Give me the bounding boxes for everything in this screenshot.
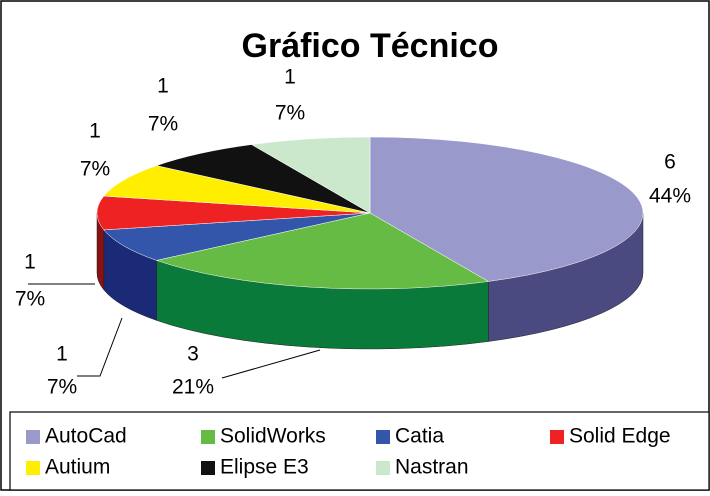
pie-slice (250, 136, 371, 214)
legend-label: Catia (395, 425, 444, 448)
legend-swatch (201, 461, 215, 475)
legend-swatch (376, 430, 390, 444)
pie-slice (103, 165, 371, 214)
pie-slice (155, 212, 490, 290)
data-label-percent: 44% (649, 185, 691, 208)
data-label: 1 (89, 120, 101, 143)
pie-slice (369, 136, 644, 282)
data-label-percent: 21% (172, 376, 214, 399)
data-label-percent: 7% (47, 376, 77, 399)
legend-label: AutoCad (45, 425, 127, 448)
data-label: 1 (284, 66, 296, 89)
legend-box (9, 411, 710, 491)
data-label: 1 (24, 251, 36, 274)
legend-label: Elipse E3 (220, 456, 309, 479)
legend-label: Nastran (395, 456, 469, 479)
legend-label: Autium (45, 456, 110, 479)
data-label: 3 (187, 343, 199, 366)
legend-label: SolidWorks (220, 425, 326, 448)
pie-slice (103, 212, 371, 261)
leader-line (77, 317, 123, 377)
data-label-percent: 7% (275, 102, 305, 125)
pie-slice (96, 195, 371, 231)
legend-swatch (26, 461, 40, 475)
leader-line (221, 349, 321, 379)
data-label-percent: 7% (148, 113, 178, 136)
data-label: 1 (157, 75, 169, 98)
data-label-percent: 7% (80, 158, 110, 181)
legend-swatch (201, 430, 215, 444)
data-label: 6 (664, 151, 676, 174)
pie-slice (155, 144, 371, 214)
data-label: 1 (56, 343, 68, 366)
legend-swatch (550, 430, 564, 444)
legend-label: Solid Edge (569, 425, 671, 448)
legend-swatch (376, 461, 390, 475)
legend-swatch (26, 430, 40, 444)
data-label-percent: 7% (15, 288, 45, 311)
chart-title: Gráfico Técnico (242, 27, 499, 65)
